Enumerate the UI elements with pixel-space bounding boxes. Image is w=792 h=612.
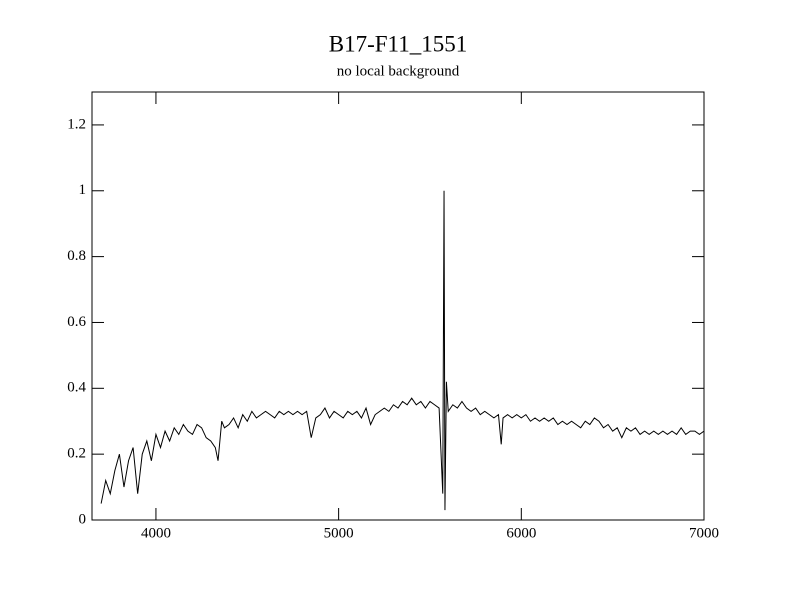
x-tick-label: 4000 (141, 525, 171, 541)
x-tick-label: 7000 (689, 525, 719, 541)
x-tick-label: 5000 (324, 525, 354, 541)
y-tick-label: 0.6 (67, 314, 86, 330)
y-tick-label: 0.2 (67, 446, 86, 462)
y-tick-label: 0.4 (67, 380, 86, 396)
y-tick-label: 0.8 (67, 248, 86, 264)
chart-subtitle: no local background (337, 63, 460, 79)
y-tick-label: 1 (79, 182, 87, 198)
y-tick-label: 0 (79, 511, 87, 527)
chart-title: B17-F11_1551 (329, 31, 467, 56)
y-tick-label: 1.2 (67, 116, 86, 132)
spectrum-line (100, 190, 705, 511)
plot-frame (91, 91, 705, 521)
x-tick-label: 6000 (506, 525, 536, 541)
